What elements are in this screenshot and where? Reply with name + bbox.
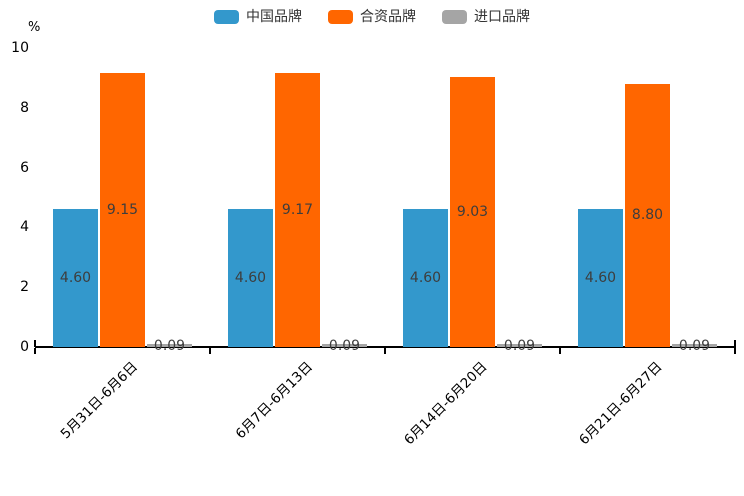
- bar-进口品牌-2: [322, 344, 367, 347]
- bar-value-label: 4.60: [584, 270, 617, 287]
- x-axis-category-label: 6月14日-6月20日: [401, 358, 491, 449]
- legend-item-3[interactable]: 进口品牌: [442, 8, 530, 26]
- legend-item-1[interactable]: 中国品牌: [214, 8, 302, 26]
- y-axis-tick-label: 0: [20, 339, 29, 355]
- bar-进口品牌-3: [497, 344, 542, 347]
- x-axis-end-cap: [734, 340, 736, 347]
- legend-marker-icon: [442, 10, 467, 24]
- bar-中国品牌-2: [228, 209, 273, 347]
- x-axis-category-label: 6月21日-6月27日: [576, 358, 666, 449]
- bar-value-label: 0.09: [328, 337, 361, 354]
- legend-marker-icon: [328, 10, 353, 24]
- bar-value-label: 8.80: [631, 207, 664, 224]
- y-axis-tick-label: 2: [20, 279, 29, 296]
- x-axis-tick: [559, 348, 561, 354]
- x-axis-end-cap: [34, 340, 36, 347]
- legend: 中国品牌 合资品牌 进口品牌: [0, 8, 744, 26]
- bar-value-label: 0.09: [503, 337, 536, 354]
- y-axis-tick-label: 10: [11, 40, 29, 56]
- x-axis-tick: [384, 348, 386, 354]
- bar-进口品牌-4: [672, 344, 717, 347]
- legend-label: 进口品牌: [474, 9, 530, 25]
- x-axis-tick: [34, 348, 36, 354]
- bar-value-label: 4.60: [234, 270, 267, 287]
- legend-label: 中国品牌: [246, 9, 302, 25]
- bar-合资品牌-3: [450, 77, 495, 347]
- y-axis-tick-label: 8: [20, 99, 29, 116]
- legend-marker-icon: [214, 10, 239, 24]
- bar-进口品牌-1: [147, 344, 192, 347]
- bar-value-label: 9.17: [281, 201, 314, 218]
- bar-中国品牌-3: [403, 209, 448, 347]
- legend-item-2[interactable]: 合资品牌: [328, 8, 416, 26]
- y-axis-tick-label: 6: [20, 159, 29, 176]
- bar-合资品牌-4: [625, 83, 670, 347]
- x-axis-category-label: 6月7日-6月13日: [232, 358, 316, 443]
- bar-value-label: 0.09: [678, 337, 711, 354]
- bar-value-label: 9.15: [106, 202, 139, 219]
- y-axis-tick-label: 4: [20, 219, 29, 236]
- bar-value-label: 4.60: [59, 270, 92, 287]
- x-axis-line: [35, 346, 736, 348]
- x-axis-tick: [209, 348, 211, 354]
- bar-value-label: 0.09: [153, 337, 186, 354]
- bar-中国品牌-4: [578, 209, 623, 347]
- bar-value-label: 4.60: [409, 270, 442, 287]
- y-axis-unit-label: %: [28, 20, 41, 35]
- bar-合资品牌-2: [275, 72, 320, 347]
- bar-value-label: 9.03: [456, 204, 489, 220]
- bar-中国品牌-1: [53, 209, 98, 347]
- x-axis-tick: [734, 348, 736, 354]
- bar-合资品牌-1: [100, 73, 145, 347]
- legend-label: 合资品牌: [360, 9, 416, 25]
- x-axis-category-label: 5月31日-6月6日: [57, 358, 141, 443]
